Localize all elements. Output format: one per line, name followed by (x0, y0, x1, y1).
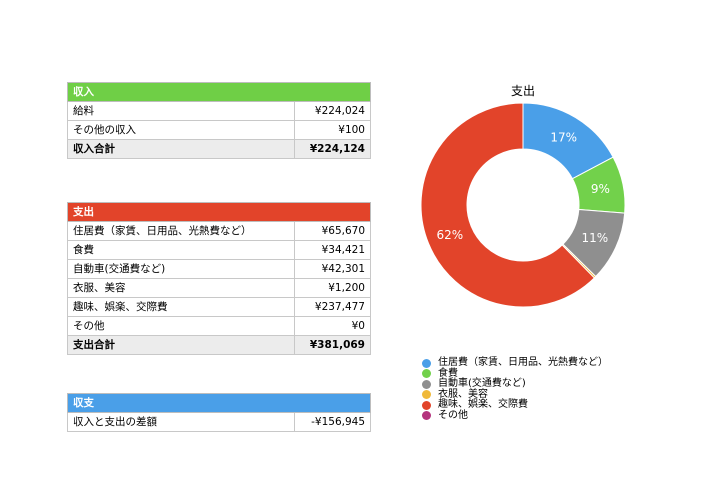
expense-row-label[interactable]: 住居費（家賃、日用品、光熱費など） (67, 221, 295, 241)
table-row: 給料 ¥224,024 (67, 101, 371, 121)
legend-item[interactable]: その他 (422, 409, 608, 422)
income-row-label[interactable]: その他の収入 (67, 120, 295, 140)
legend-label: 衣服、美容 (438, 388, 488, 400)
income-title[interactable]: 収入 (67, 82, 371, 102)
expense-row-label[interactable]: 衣服、美容 (67, 278, 295, 298)
expense-row-label[interactable]: 自動車(交通費など) (67, 259, 295, 279)
income-total-label[interactable]: 収入合計 (67, 139, 295, 159)
income-header-row: 収入 (67, 82, 371, 102)
table-row: 自動車(交通費など) ¥42,301 (67, 259, 371, 279)
balance-title[interactable]: 収支 (67, 393, 371, 413)
slice-data-label: 17% (550, 130, 577, 144)
expense-row-label[interactable]: 趣味、娯楽、交際費 (67, 297, 295, 317)
expense-row-label[interactable]: その他 (67, 316, 295, 336)
expense-total-row: 支出合計 ¥381,069 (67, 335, 371, 355)
legend-item[interactable]: 食費 (422, 367, 608, 380)
income-row-value[interactable]: ¥100 (294, 120, 371, 140)
table-row: 衣服、美容 ¥1,200 (67, 278, 371, 298)
expense-row-value[interactable]: ¥0 (294, 316, 371, 336)
expense-total-label[interactable]: 支出合計 (67, 335, 295, 355)
legend-marker (422, 358, 431, 368)
table-row: 住居費（家賃、日用品、光熱費など） ¥65,670 (67, 221, 371, 241)
expense-row-value[interactable]: ¥65,670 (294, 221, 371, 241)
legend-label: その他 (438, 409, 468, 421)
table-row: 食費 ¥34,421 (67, 240, 371, 260)
chart-legend: 住居費（家賃、日用品、光熱費など） 食費 自動車(交通費など) 衣服、美容 趣味、娯楽、… (422, 357, 608, 422)
balance-row-label[interactable]: 収入と支出の差額 (67, 412, 295, 432)
table-row: その他の収入 ¥100 (67, 120, 371, 140)
legend-marker (422, 400, 431, 410)
table-row: その他 ¥0 (67, 316, 371, 336)
expense-donut-chart[interactable]: 17% 9% 11% 62% (408, 103, 638, 313)
table-row: 趣味、娯楽、交際費 ¥237,477 (67, 297, 371, 317)
slice-data-label: 11% (582, 231, 609, 245)
legend-label: 食費 (438, 367, 458, 379)
income-total-row: 収入合計 ¥224,124 (67, 139, 371, 159)
expense-row-label[interactable]: 食費 (67, 240, 295, 260)
legend-marker (422, 411, 431, 421)
legend-item[interactable]: 衣服、美容 (422, 388, 608, 401)
legend-item[interactable]: 住居費（家賃、日用品、光熱費など） (422, 357, 608, 369)
legend-marker (422, 390, 431, 400)
legend-item[interactable]: 趣味、娯楽、交際費 (422, 399, 608, 411)
table-row: 収入と支出の差額 -¥156,945 (67, 412, 371, 432)
legend-label: 自動車(交通費など) (438, 378, 526, 389)
legend-marker (422, 369, 431, 379)
legend-item[interactable]: 自動車(交通費など) (422, 378, 608, 390)
balance-table: 収支 収入と支出の差額 -¥156,945 (67, 393, 371, 432)
slice-data-label: 62% (437, 228, 464, 242)
expense-row-value[interactable]: ¥1,200 (294, 278, 371, 298)
balance-header-row: 収支 (67, 393, 371, 413)
slice-data-label: 9% (591, 182, 610, 196)
legend-marker (422, 379, 431, 389)
expense-row-value[interactable]: ¥42,301 (294, 259, 371, 279)
income-row-label[interactable]: 給料 (67, 101, 295, 121)
expense-row-value[interactable]: ¥237,477 (294, 297, 371, 317)
income-row-value[interactable]: ¥224,024 (294, 101, 371, 121)
chart-title: 支出 (510, 84, 535, 98)
expense-total-value[interactable]: ¥381,069 (294, 335, 371, 355)
income-total-value[interactable]: ¥224,124 (294, 139, 371, 159)
expense-table: 支出 住居費（家賃、日用品、光熱費など） ¥65,670 食費 ¥34,421 … (67, 202, 371, 355)
expense-header-row: 支出 (67, 202, 371, 222)
expense-title[interactable]: 支出 (67, 202, 371, 222)
legend-label: 趣味、娯楽、交際費 (438, 399, 528, 410)
income-table: 収入 給料 ¥224,024 その他の収入 ¥100 収入合計 ¥224,124 (67, 82, 371, 159)
donut-slice[interactable] (420, 103, 596, 308)
expense-row-value[interactable]: ¥34,421 (294, 240, 371, 260)
balance-row-value[interactable]: -¥156,945 (294, 412, 371, 432)
legend-label: 住居費（家賃、日用品、光熱費など） (438, 357, 608, 368)
